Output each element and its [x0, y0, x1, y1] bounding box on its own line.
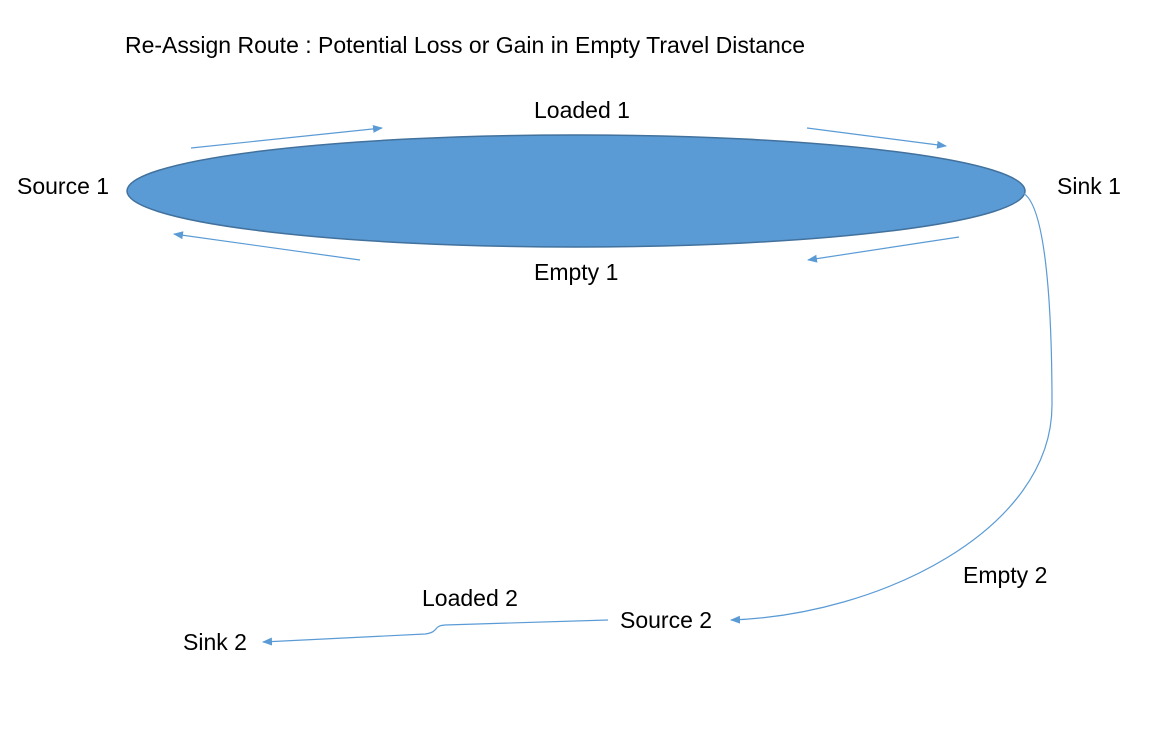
- sink-1-label: Sink 1: [1057, 173, 1121, 199]
- empty-1-arrow-left: [173, 231, 361, 261]
- source-2-label: Source 2: [620, 607, 713, 633]
- empty-1-label: Empty 1: [534, 259, 619, 285]
- empty-2-arrow: [730, 192, 1053, 624]
- empty-1-arrow-right: [807, 236, 960, 263]
- sink-2-label: Sink 2: [183, 629, 247, 655]
- loaded-1-arrow-right: [806, 127, 947, 149]
- route-1-ellipse: [126, 134, 1026, 248]
- loaded-2-arrow: [262, 619, 609, 646]
- loaded-2-label: Loaded 2: [422, 585, 518, 611]
- empty-2-label: Empty 2: [963, 562, 1048, 588]
- source-1-label: Source 1: [17, 173, 110, 199]
- loaded-1-label: Loaded 1: [534, 97, 630, 123]
- diagram-title: Re-Assign Route : Potential Loss or Gain…: [125, 32, 806, 58]
- loaded-1-arrow-left: [190, 124, 383, 149]
